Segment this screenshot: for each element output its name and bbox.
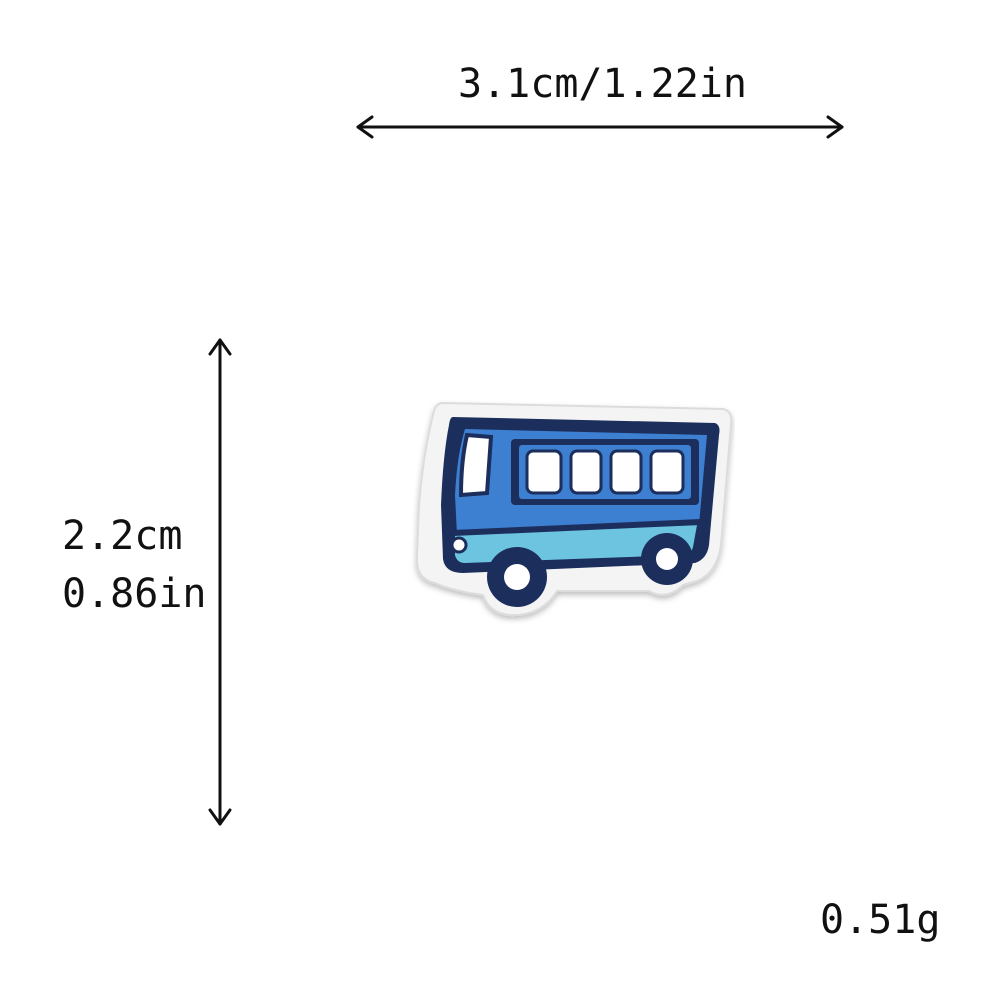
width-arrow-icon	[356, 115, 844, 139]
height-in-label: 0.86in	[62, 571, 207, 617]
weight-label: 0.51g	[820, 897, 941, 943]
bus-patch-icon	[415, 401, 733, 617]
width-measurement-label: 3.1cm/1.22in	[458, 61, 747, 107]
height-arrow-icon	[208, 338, 232, 826]
height-cm-label: 2.2cm	[62, 513, 183, 559]
